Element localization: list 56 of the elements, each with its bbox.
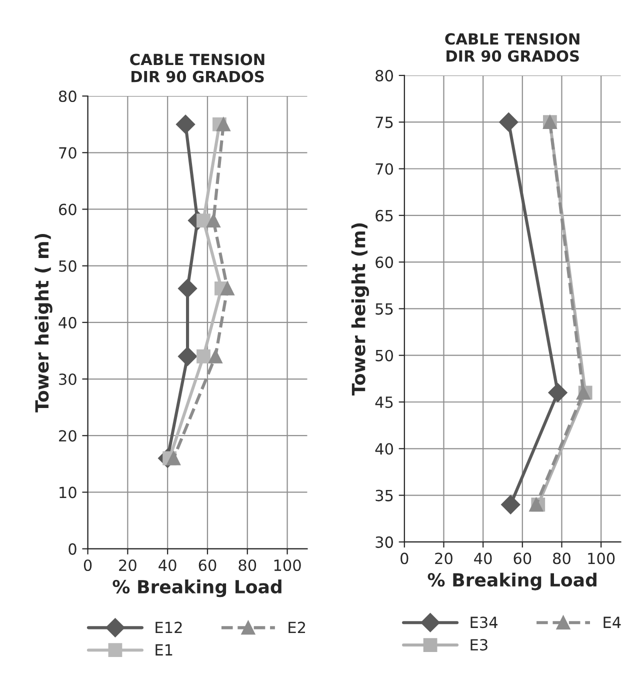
x-tick-label: 100 bbox=[588, 552, 615, 564]
point bbox=[178, 346, 198, 366]
point bbox=[501, 495, 520, 514]
point bbox=[178, 278, 198, 298]
y-tick-label: 0 bbox=[68, 543, 76, 555]
y-tick-label: 50 bbox=[376, 350, 393, 362]
point bbox=[220, 282, 234, 296]
y-tick-label: 30 bbox=[59, 373, 76, 386]
y-tick-label: 70 bbox=[59, 147, 76, 159]
legend-label: E12 bbox=[156, 622, 182, 634]
legend-label: E4 bbox=[604, 616, 621, 628]
x-axis-title: % Breaking Load bbox=[428, 572, 596, 590]
chart-title: CABLE TENSION DIR 90 GRADOS bbox=[445, 33, 580, 62]
point bbox=[196, 214, 210, 228]
x-tick-label: 0 bbox=[400, 552, 408, 564]
point bbox=[208, 349, 222, 364]
y-tick-label: 75 bbox=[376, 116, 393, 128]
point bbox=[196, 349, 210, 364]
y-axis-title: Tower height (m) bbox=[351, 223, 369, 396]
point bbox=[206, 214, 220, 228]
x-tick-label: 80 bbox=[238, 559, 256, 572]
x-tick-label: 100 bbox=[274, 559, 301, 572]
y-tick-label: 65 bbox=[376, 210, 393, 222]
x-tick-label: 80 bbox=[553, 552, 570, 564]
x-tick-label: 60 bbox=[514, 552, 532, 564]
point bbox=[499, 112, 518, 132]
y-tick-label: 80 bbox=[58, 90, 76, 102]
y-tick-label: 35 bbox=[376, 490, 393, 502]
x-tick-label: 40 bbox=[474, 552, 492, 564]
y-tick-label: 40 bbox=[58, 316, 76, 328]
x-tick-label: 40 bbox=[158, 559, 176, 572]
y-tick-label: 70 bbox=[376, 163, 393, 175]
y-tick-label: 55 bbox=[376, 303, 393, 315]
y-tick-label: 20 bbox=[59, 430, 76, 442]
point bbox=[176, 114, 196, 134]
y-tick-label: 10 bbox=[60, 486, 76, 498]
y-axis-title: Tower height ( m) bbox=[34, 234, 52, 412]
chart-title: CABLE TENSION DIR 90 GRADOS bbox=[130, 54, 264, 82]
y-tick-label: 40 bbox=[375, 443, 393, 455]
x-tick-label: 60 bbox=[198, 559, 216, 572]
x-tick-label: 20 bbox=[435, 552, 452, 564]
y-tick-label: 60 bbox=[376, 256, 393, 268]
legend-label: E2 bbox=[288, 622, 305, 634]
y-tick-label: 60 bbox=[58, 204, 76, 216]
y-tick-label: 45 bbox=[375, 396, 393, 408]
x-axis-title: % Breaking Load bbox=[112, 580, 282, 598]
legend-label: E1 bbox=[156, 644, 172, 656]
legend-label: E34 bbox=[470, 616, 498, 628]
x-tick-label: 0 bbox=[84, 559, 92, 572]
point bbox=[216, 117, 230, 132]
x-tick-label: 20 bbox=[119, 559, 136, 572]
y-tick-label: 80 bbox=[376, 70, 393, 82]
legend-label: E3 bbox=[470, 639, 488, 651]
point bbox=[548, 383, 568, 402]
y-tick-label: 50 bbox=[59, 260, 76, 272]
y-tick-label: 30 bbox=[376, 536, 393, 548]
